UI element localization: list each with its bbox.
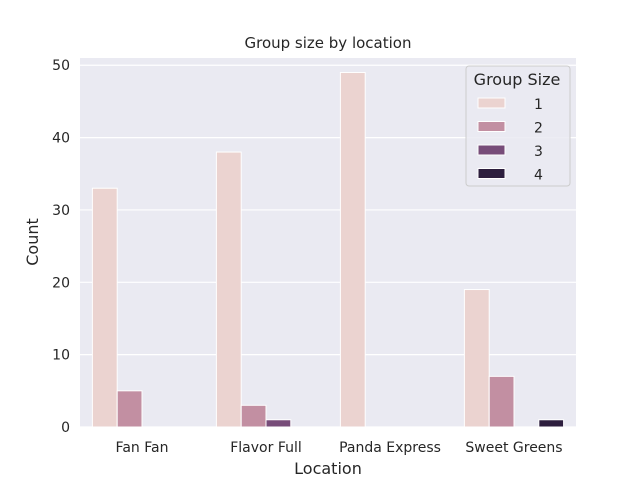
bar-sweet-greens-size-4 [538, 419, 565, 428]
y-tick-label: 40 [52, 131, 70, 147]
legend-items: 1 2 3 4 [477, 97, 543, 184]
bar-sweet-greens-size-1 [463, 289, 490, 428]
legend-label: 4 [534, 168, 543, 184]
y-tick-label: 30 [52, 203, 70, 219]
x-tick-label: Panda Express [339, 440, 441, 456]
y-tick-labels: 0 10 20 30 40 50 [52, 58, 70, 436]
bar-panda-express-size-1 [339, 71, 366, 428]
legend-swatch [477, 144, 506, 156]
bars [91, 71, 565, 428]
x-axis-label: Location [294, 459, 362, 478]
legend-swatch [477, 121, 506, 132]
bar-flavor-full-size-2 [240, 404, 267, 428]
bar-flavor-full-size-3 [265, 419, 292, 428]
y-tick-label: 50 [52, 58, 70, 74]
legend-label: 2 [534, 121, 543, 137]
bar-sweet-greens-size-2 [488, 375, 515, 428]
x-tick-label: Sweet Greens [465, 440, 562, 456]
x-tick-label: Fan Fan [116, 440, 169, 456]
y-axis-label: Count [23, 218, 42, 266]
bar-fan-fan-size-2 [116, 390, 143, 428]
y-tick-label: 10 [52, 348, 70, 364]
legend-label: 3 [534, 144, 543, 160]
legend: Group Size 1 2 3 4 [465, 65, 571, 187]
legend-swatch [477, 168, 506, 179]
bar-fan-fan-size-1 [91, 187, 118, 428]
legend-swatch [477, 97, 506, 109]
legend-label: 1 [534, 97, 543, 113]
legend-box [465, 65, 571, 187]
y-tick-label: 0 [61, 420, 70, 436]
x-tick-labels: Fan Fan Flavor Full Panda Express Sweet Gre… [116, 440, 563, 456]
chart-title: Group size by location [245, 34, 412, 52]
bar-flavor-full-size-1 [215, 151, 242, 428]
y-tick-label: 20 [52, 275, 70, 291]
legend-title: Group Size [474, 70, 561, 89]
x-tick-label: Flavor Full [230, 440, 302, 456]
gridlines [80, 64, 576, 428]
